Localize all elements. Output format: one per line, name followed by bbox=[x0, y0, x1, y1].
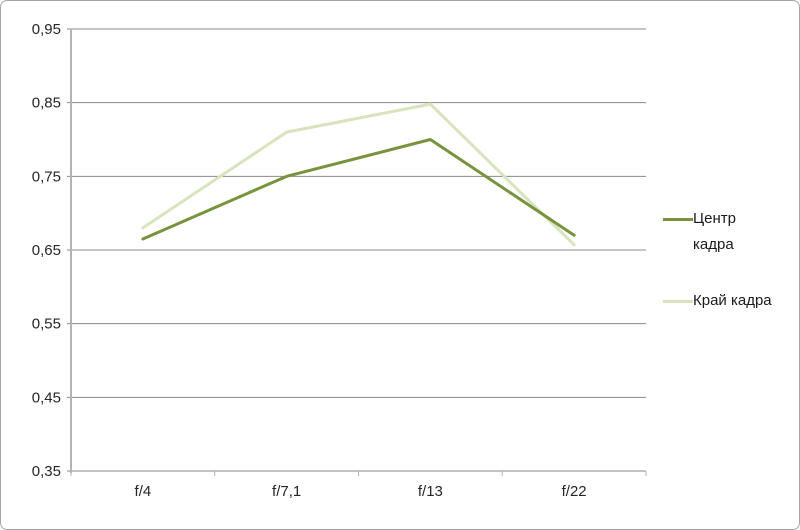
legend-label-line: кадра bbox=[693, 236, 734, 253]
y-axis-tick-label: 0,95 bbox=[32, 21, 61, 38]
series-line-0 bbox=[141, 138, 576, 241]
legend-swatch-centr-kadra bbox=[663, 218, 693, 221]
series-line-1 bbox=[141, 102, 576, 247]
y-axis-tick-label: 0,85 bbox=[32, 95, 61, 112]
x-axis-tick-label: f/7,1 bbox=[272, 483, 301, 500]
x-axis-tick-label: f/4 bbox=[135, 483, 152, 500]
legend-item-centr-kadra: Центр кадра bbox=[663, 206, 736, 258]
x-axis-tick-label: f/22 bbox=[562, 483, 587, 500]
y-axis-tick-label: 0,45 bbox=[32, 389, 61, 406]
legend-label-line: Центр bbox=[693, 210, 736, 227]
y-axis-tick-label: 0,35 bbox=[32, 463, 61, 480]
legend-label-centr-kadra: Центр кадра bbox=[693, 206, 736, 258]
x-axis-tick-label: f/13 bbox=[418, 483, 443, 500]
y-axis-tick-label: 0,65 bbox=[32, 242, 61, 259]
legend-label-kray-kadra: Край кадра bbox=[693, 288, 772, 314]
legend-swatch-kray-kadra bbox=[663, 300, 693, 303]
legend: Центр кадра Край кадра bbox=[663, 1, 797, 529]
y-axis-tick-label: 0,75 bbox=[32, 168, 61, 185]
y-axis-tick-label: 0,55 bbox=[32, 316, 61, 333]
legend-label-line: Край кадра bbox=[693, 292, 772, 309]
legend-item-kray-kadra: Край кадра bbox=[663, 288, 772, 314]
